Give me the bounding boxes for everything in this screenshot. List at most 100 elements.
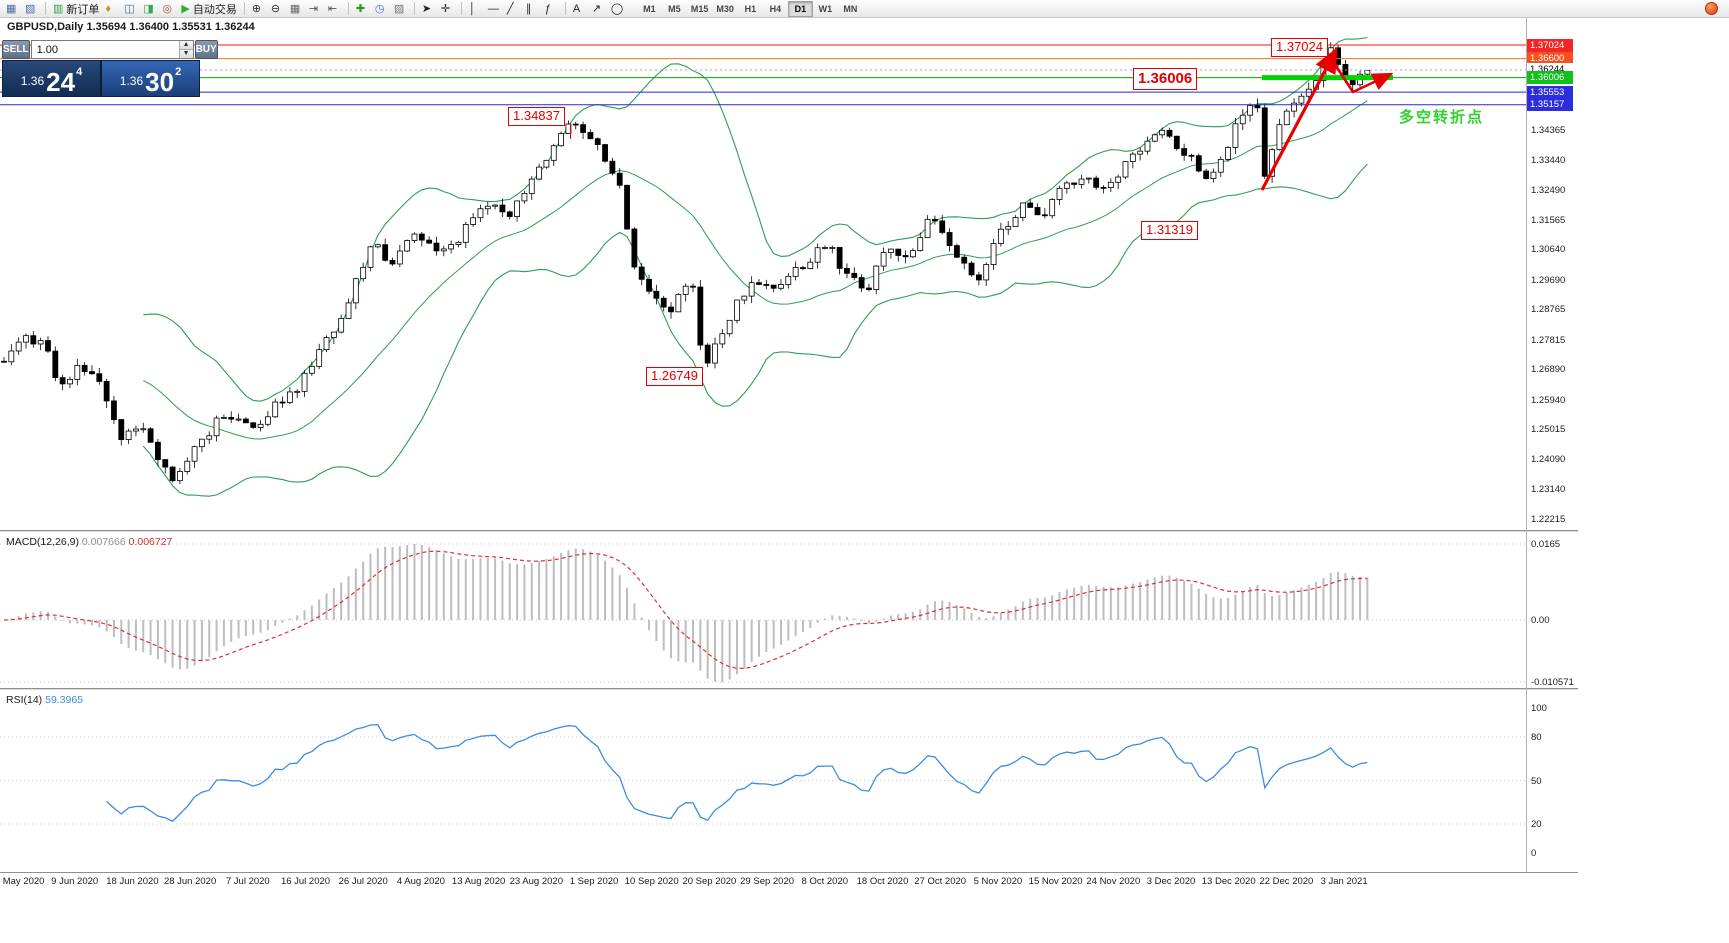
panel-divider[interactable]	[0, 530, 1578, 532]
rsi-axis-label: 0	[1531, 848, 1537, 859]
price-annotation[interactable]: 1.31319	[1141, 221, 1198, 240]
sell-button[interactable]: SELL	[2, 40, 30, 59]
toolbar-separator	[460, 2, 462, 15]
market-watch-icon: ◫	[124, 2, 135, 15]
volume-up-button[interactable]: ▲	[179, 41, 193, 49]
macd-main-value: 0.007666	[81, 536, 126, 548]
date-label: 5 Nov 2020	[973, 876, 1023, 887]
one-click-trading-panel: SELL ▲ ▼ BUY 1.36 24 4 1.36 30 2	[2, 40, 218, 97]
price-chart-canvas[interactable]	[0, 18, 1526, 530]
buy-price-pips: 30	[145, 66, 175, 97]
buy-price-panel[interactable]: 1.36 30 2	[102, 60, 200, 97]
navigator-button[interactable]: ◎	[159, 1, 178, 17]
zoom-in-button[interactable]: ⊕	[249, 1, 268, 17]
templates-button[interactable]: ▨	[391, 1, 410, 17]
price-annotation[interactable]: 1.36006	[1133, 68, 1198, 90]
price-axis-label: 1.27815	[1531, 334, 1566, 346]
date-label: 1 Sep 2020	[569, 876, 619, 887]
timeframe-m30-button[interactable]: M30	[716, 3, 734, 14]
trendline-button[interactable]: ╱	[504, 1, 523, 17]
price-axis-label: 1.31565	[1531, 214, 1566, 226]
text-button[interactable]: A	[570, 1, 589, 17]
pullback-arrow	[1326, 53, 1394, 94]
date-label: 9 Jun 2020	[51, 876, 99, 887]
macd-chart-canvas[interactable]	[0, 532, 1526, 688]
new-chart-button[interactable]: ▦	[3, 1, 22, 17]
price-axis-label: 1.30640	[1531, 244, 1566, 256]
bollinger-middle-line	[143, 100, 1368, 440]
date-label: 26 Jul 2020	[338, 876, 388, 887]
date-label: 7 Jul 2020	[225, 876, 270, 887]
zoom-in-icon: ⊕	[251, 2, 262, 15]
price-level-tag: 1.35553	[1527, 85, 1573, 99]
price-axis-label: 1.25015	[1531, 424, 1566, 436]
macd-axis-label: 0.00	[1531, 614, 1550, 626]
price-axis-label: 1.22215	[1531, 514, 1566, 526]
new-order-button[interactable]: ▥ 新订单	[50, 1, 102, 17]
sell-price-main: 1.36	[20, 74, 45, 88]
timeframe-m15-button[interactable]: M15	[690, 3, 709, 14]
vertical-line-button[interactable]: │	[466, 1, 485, 17]
new-order-label: 新订单	[66, 3, 100, 16]
volume-input[interactable]	[31, 41, 179, 58]
bollinger-bands	[142, 36, 1368, 497]
arrows-button[interactable]: ↗	[589, 1, 608, 17]
cursor-button[interactable]: ➤	[419, 1, 438, 17]
date-label: 23 Aug 2020	[509, 876, 563, 887]
notification-icon[interactable]	[1705, 2, 1718, 15]
indicators-icon: ✚	[355, 2, 366, 15]
auto-scroll-button[interactable]: ⇥	[306, 1, 325, 17]
new-order-icon: ▥	[53, 2, 64, 15]
price-axis-border	[1526, 18, 1527, 872]
price-annotation[interactable]: 1.34837	[508, 107, 565, 126]
price-axis-label: 1.24090	[1531, 454, 1566, 466]
chart-shift-button[interactable]: ⇤	[325, 1, 344, 17]
horizontal-line-icon: —	[487, 2, 499, 15]
panel-divider[interactable]	[0, 688, 1578, 690]
volume-field: ▲ ▼	[30, 40, 194, 59]
timeframe-d1-button[interactable]: D1	[787, 0, 813, 17]
data-window-button[interactable]: ◨	[140, 1, 159, 17]
price-axis-label: 1.32490	[1531, 185, 1566, 197]
rsi-chart-canvas[interactable]	[0, 690, 1526, 872]
text-icon: A	[572, 2, 581, 15]
timeframe-w1-button[interactable]: W1	[818, 3, 833, 14]
market-watch-button[interactable]: ◫	[121, 1, 140, 17]
timeframe-h1-button[interactable]: H1	[744, 3, 757, 14]
horizontal-line-button[interactable]: —	[485, 1, 504, 17]
timeframe-mn-button[interactable]: MN	[843, 3, 858, 14]
buy-button[interactable]: BUY	[194, 40, 218, 59]
timeframe-m1-button[interactable]: M1	[643, 3, 656, 14]
zoom-out-button[interactable]: ⊖	[268, 1, 287, 17]
sell-price-pips: 24	[46, 66, 76, 97]
chart-note[interactable]: 多空转折点	[1399, 109, 1485, 126]
navigator-icon: ◎	[162, 2, 173, 15]
price-annotation[interactable]: 1.26749	[646, 367, 703, 386]
sell-price-panel[interactable]: 1.36 24 4	[2, 60, 100, 97]
toolbar-separator	[45, 2, 46, 15]
price-annotation[interactable]: 1.37024	[1271, 38, 1328, 57]
channel-button[interactable]: ∥	[523, 1, 542, 17]
shapes-button[interactable]: ◯	[608, 1, 627, 17]
rsi-value: 59.3965	[45, 694, 84, 706]
fibonacci-button[interactable]: ƒ	[542, 1, 561, 17]
profiles-button[interactable]: ▧	[22, 1, 41, 17]
crosshair-button[interactable]: ✛	[438, 1, 457, 17]
volume-down-button[interactable]: ▼	[179, 49, 193, 58]
periods-button[interactable]: ◷	[372, 1, 391, 17]
drawing-objects[interactable]	[1260, 47, 1394, 191]
date-label: 4 Aug 2020	[396, 876, 445, 887]
indicators-button[interactable]: ✚	[353, 1, 372, 17]
alerts-button[interactable]: ♦	[102, 1, 121, 17]
tile-windows-button[interactable]: ▦	[287, 1, 306, 17]
timeframe-m5-button[interactable]: M5	[668, 3, 681, 14]
price-level-tag: 1.35157	[1527, 98, 1573, 112]
toolbar-buttons: ▦ ▧ ▥ 新订单 ♦ ◫ ◨ ◎ ▶ 自动交易 ⊕ ⊖ ▦ ⇥ ⇤ ✚ ◷ ▨ ➤ ✛ │ — ╱ ∥ ƒ A ↗ ◯	[3, 1, 627, 17]
autotrade-button[interactable]: ▶ 自动交易	[178, 1, 239, 17]
price-level-tag: 1.37024	[1527, 38, 1573, 52]
date-label: 8 Oct 2020	[801, 876, 849, 887]
price-axis-label: 1.33440	[1531, 154, 1566, 166]
date-label: 20 Sep 2020	[682, 876, 737, 887]
timeframe-h4-button[interactable]: H4	[769, 3, 782, 14]
